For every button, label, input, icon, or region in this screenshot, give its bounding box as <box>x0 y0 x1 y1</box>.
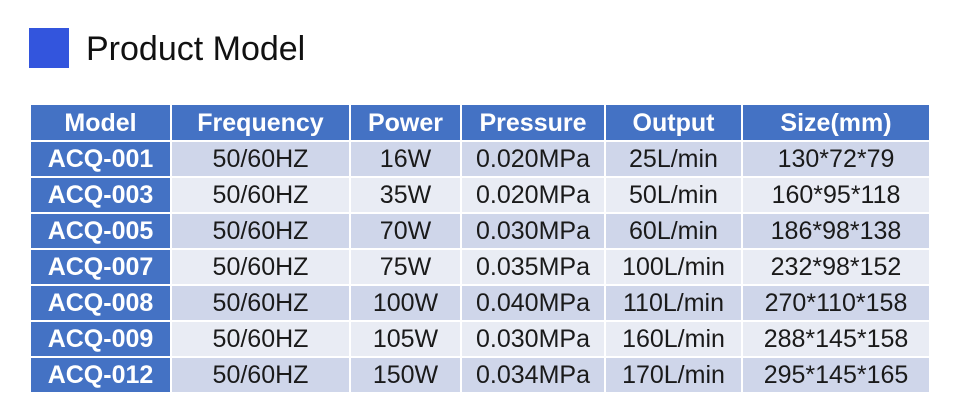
cell-power: 16W <box>351 142 460 176</box>
cell-output: 160L/min <box>606 322 741 356</box>
cell-size: 232*98*152 <box>743 250 929 284</box>
table-row: ACQ-007 50/60HZ 75W 0.035MPa 100L/min 232*98*… <box>31 250 929 284</box>
cell-model: ACQ-007 <box>31 250 170 284</box>
cell-frequency: 50/60HZ <box>172 250 349 284</box>
cell-output: 100L/min <box>606 250 741 284</box>
cell-power: 100W <box>351 286 460 320</box>
cell-pressure: 0.035MPa <box>462 250 604 284</box>
cell-frequency: 50/60HZ <box>172 322 349 356</box>
table-row: ACQ-009 50/60HZ 105W 0.030MPa 160L/min 288*14… <box>31 322 929 356</box>
column-header-output: Output <box>606 105 741 140</box>
cell-pressure: 0.034MPa <box>462 358 604 392</box>
cell-size: 270*110*158 <box>743 286 929 320</box>
cell-frequency: 50/60HZ <box>172 142 349 176</box>
heading-accent-square <box>29 28 69 68</box>
cell-model: ACQ-001 <box>31 142 170 176</box>
cell-output: 25L/min <box>606 142 741 176</box>
cell-pressure: 0.030MPa <box>462 214 604 248</box>
table-header-row: Model Frequency Power Pressure Output Si… <box>31 105 929 140</box>
cell-output: 50L/min <box>606 178 741 212</box>
column-header-frequency: Frequency <box>172 105 349 140</box>
column-header-power: Power <box>351 105 460 140</box>
cell-pressure: 0.020MPa <box>462 142 604 176</box>
cell-power: 75W <box>351 250 460 284</box>
cell-size: 288*145*158 <box>743 322 929 356</box>
cell-power: 35W <box>351 178 460 212</box>
table-row: ACQ-003 50/60HZ 35W 0.020MPa 50L/min 160*95*1… <box>31 178 929 212</box>
cell-size: 295*145*165 <box>743 358 929 392</box>
cell-pressure: 0.040MPa <box>462 286 604 320</box>
cell-pressure: 0.030MPa <box>462 322 604 356</box>
cell-model: ACQ-012 <box>31 358 170 392</box>
cell-frequency: 50/60HZ <box>172 358 349 392</box>
page-title: Product Model <box>86 30 306 68</box>
cell-frequency: 50/60HZ <box>172 286 349 320</box>
cell-power: 70W <box>351 214 460 248</box>
table-row: ACQ-005 50/60HZ 70W 0.030MPa 60L/min 186*98*1… <box>31 214 929 248</box>
cell-frequency: 50/60HZ <box>172 214 349 248</box>
cell-output: 60L/min <box>606 214 741 248</box>
cell-size: 160*95*118 <box>743 178 929 212</box>
cell-model: ACQ-009 <box>31 322 170 356</box>
cell-model: ACQ-008 <box>31 286 170 320</box>
cell-pressure: 0.020MPa <box>462 178 604 212</box>
cell-size: 186*98*138 <box>743 214 929 248</box>
cell-power: 105W <box>351 322 460 356</box>
cell-output: 110L/min <box>606 286 741 320</box>
cell-model: ACQ-005 <box>31 214 170 248</box>
column-header-pressure: Pressure <box>462 105 604 140</box>
cell-power: 150W <box>351 358 460 392</box>
cell-frequency: 50/60HZ <box>172 178 349 212</box>
table-row: ACQ-001 50/60HZ 16W 0.020MPa 25L/min 130*72*7… <box>31 142 929 176</box>
product-model-table: Model Frequency Power Pressure Output Si… <box>29 103 931 394</box>
table-row: ACQ-008 50/60HZ 100W 0.040MPa 110L/min 270*11… <box>31 286 929 320</box>
cell-model: ACQ-003 <box>31 178 170 212</box>
column-header-size: Size(mm) <box>743 105 929 140</box>
column-header-model: Model <box>31 105 170 140</box>
cell-output: 170L/min <box>606 358 741 392</box>
table-row: ACQ-012 50/60HZ 150W 0.034MPa 170L/min 295*14… <box>31 358 929 392</box>
cell-size: 130*72*79 <box>743 142 929 176</box>
